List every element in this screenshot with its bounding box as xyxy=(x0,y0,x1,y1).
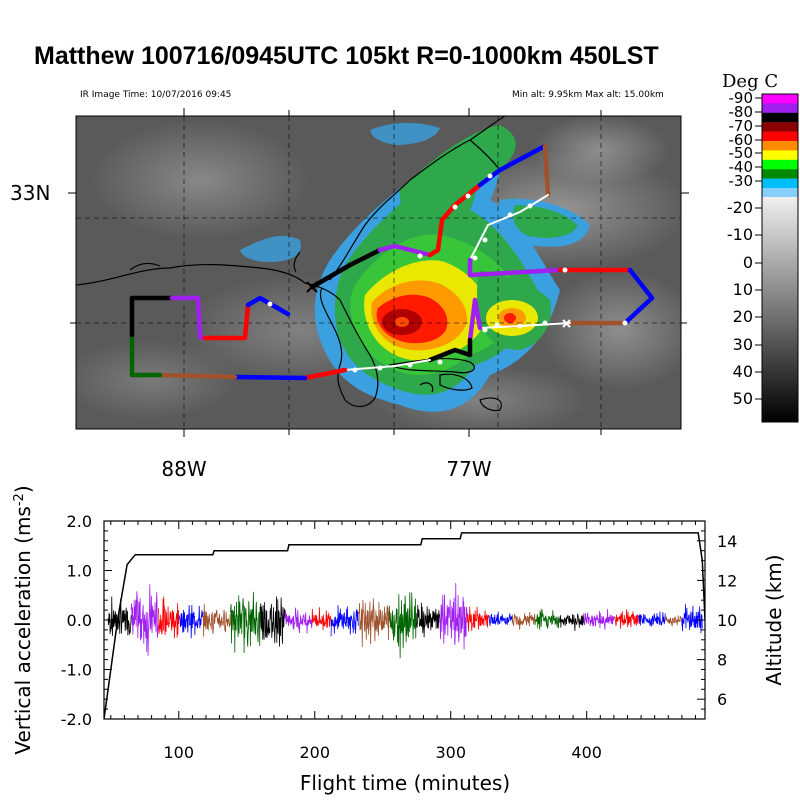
y-right-tick-label: 8 xyxy=(717,651,727,670)
altitude-range-label: Min alt: 9.95km Max alt: 15.00km xyxy=(512,90,664,100)
colorbar-label: 30 xyxy=(733,335,753,354)
acceleration-segment xyxy=(330,605,359,637)
x-axis-ticks: 100 200 300 400 xyxy=(110,521,696,762)
y-right-axis-ticks: 14 12 10 8 6 xyxy=(697,520,737,720)
colorbar-label: -20 xyxy=(727,198,753,217)
lon-label-88w: 88W xyxy=(161,457,206,481)
acceleration-segment xyxy=(157,596,180,639)
y-right-tick-label: 10 xyxy=(717,611,737,630)
map-frame xyxy=(75,115,682,430)
colorbar-label: 0 xyxy=(743,253,753,272)
y-tick-label: -1.0 xyxy=(61,661,92,680)
acceleration-segment xyxy=(202,603,231,637)
acceleration-segment xyxy=(107,596,132,636)
colorbar-label: -30 xyxy=(729,172,754,190)
colorbar-swatch xyxy=(762,94,798,104)
x-tick-label: 400 xyxy=(571,743,602,762)
colorbar-label: -50 xyxy=(729,144,754,162)
dropsonde-points xyxy=(267,173,628,373)
colorbar-swatches xyxy=(762,94,798,198)
y-right-tick-label: 12 xyxy=(717,571,737,590)
colorbar-swatch xyxy=(762,103,798,113)
acceleration-segment xyxy=(311,607,332,631)
colorbar-swatch xyxy=(762,150,798,160)
y-right-tick-label: 6 xyxy=(717,690,727,709)
acceleration-segment xyxy=(681,604,703,634)
y-axis-label: Vertical acceleration (ms-2) xyxy=(11,485,35,754)
acceleration-segment xyxy=(583,609,615,630)
acceleration-segment xyxy=(416,602,441,638)
acceleration-plot: 100 200 300 400 2.01.00.0-1.0-2.0 14121086 … xyxy=(11,485,786,795)
altitude-line xyxy=(104,532,705,719)
colorbar-swatch xyxy=(762,141,798,151)
acceleration-segment xyxy=(439,583,468,650)
y-tick-label: -2.0 xyxy=(61,710,92,729)
colorbar-swatch xyxy=(762,122,798,132)
map-ticks xyxy=(68,108,689,437)
acceleration-segment xyxy=(637,611,666,627)
colorbar-swatch xyxy=(762,159,798,170)
storm-marker xyxy=(306,281,318,293)
acceleration-segment xyxy=(613,609,639,629)
colorbar-label: -40 xyxy=(729,158,754,176)
acceleration-segment xyxy=(466,606,490,632)
colorbar-swatch xyxy=(762,131,798,142)
acceleration-segment xyxy=(130,584,159,656)
colorbar-swatch xyxy=(762,169,798,179)
lat-label-33n: 33N xyxy=(10,181,50,205)
y-right-tick-label: 14 xyxy=(717,532,737,551)
acceleration-segment xyxy=(357,598,390,648)
acceleration-segment xyxy=(284,607,313,634)
colorbar-swatch xyxy=(762,188,798,198)
colorbar-title: Deg C xyxy=(722,71,778,92)
x-tick-label: 100 xyxy=(164,743,195,762)
y-tick-label: 1.0 xyxy=(67,562,92,581)
colorbar-label: -60 xyxy=(729,131,754,149)
colorbar-label: 20 xyxy=(733,307,753,326)
colorbar-label: 10 xyxy=(733,280,753,299)
acceleration-segment xyxy=(665,615,683,627)
colorbar-label: 40 xyxy=(733,362,753,381)
colorbar-swatch xyxy=(762,112,798,123)
y-axis-ticks: 2.0 1.0 0.0 -1.0 -2.0 xyxy=(61,512,112,729)
acceleration-segment xyxy=(511,612,536,630)
acceleration-segment xyxy=(178,605,204,639)
acceleration-series xyxy=(107,583,703,659)
acceleration-segment xyxy=(230,591,261,653)
colorbar-swatch xyxy=(762,178,798,189)
acceleration-segment xyxy=(534,608,560,630)
colorbar-gray-ramp xyxy=(762,197,798,422)
chart-title: Matthew 100716/0945UTC 105kt R=0-1000km … xyxy=(34,42,659,70)
image-time-label: IR Image Time: 10/07/2016 09:45 xyxy=(80,90,232,100)
storm-marker-2 xyxy=(562,319,571,328)
colorbar-labels: -90-80-70-60-50-40-30 -20 -10 0 10 20 30 40 50 xyxy=(727,89,762,408)
colorbar-label: -80 xyxy=(729,103,754,121)
colorbar-label: -90 xyxy=(729,89,754,107)
y-tick-label: 2.0 xyxy=(67,512,92,531)
x-tick-label: 300 xyxy=(435,743,466,762)
acceleration-segment xyxy=(389,592,418,659)
satellite-map: 33N 88W 77W xyxy=(10,108,689,481)
lon-label-77w: 77W xyxy=(446,457,491,481)
acceleration-segment xyxy=(488,611,513,627)
y-tick-label: 0.0 xyxy=(67,611,92,630)
x-axis-label: Flight time (minutes) xyxy=(300,771,510,795)
acceleration-segment xyxy=(559,613,585,631)
coastlines xyxy=(76,116,506,412)
flight-track xyxy=(129,143,655,381)
y-right-axis-label: Altitude (km) xyxy=(762,554,786,685)
colorbar-label: -70 xyxy=(729,117,754,135)
colorbar-label: 50 xyxy=(733,389,753,408)
acceleration-segment xyxy=(259,596,286,647)
x-tick-label: 200 xyxy=(299,743,330,762)
temperature-colorbar: Deg C -90-80-70-60-50-40-30 -20 -10 0 10 20 30… xyxy=(722,71,799,423)
colorbar-label: -10 xyxy=(727,225,753,244)
colorbar-frame xyxy=(761,93,799,423)
